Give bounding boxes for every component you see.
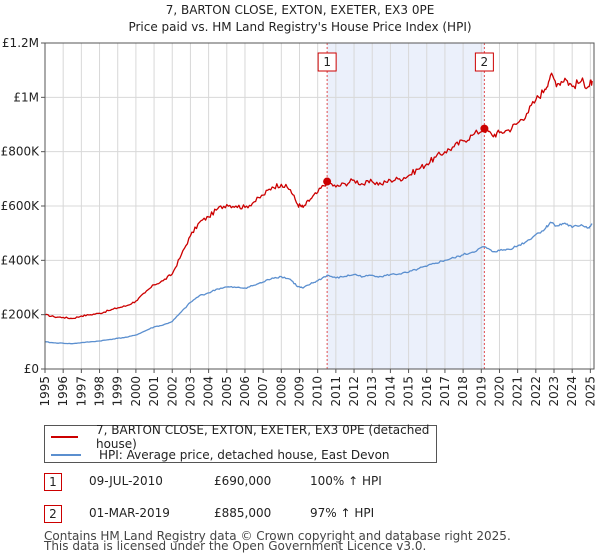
x-tick-label-2007: 2007 [256, 376, 270, 407]
footer-line-1: Contains HM Land Registry data © Crown c… [44, 529, 511, 543]
chart-subtitle: Price paid vs. HM Land Registry's House … [128, 20, 471, 34]
legend-swatch-property [51, 436, 78, 438]
x-tick-label-1997: 1997 [74, 376, 88, 407]
x-tick-label-1999: 1999 [111, 376, 125, 407]
x-tick-label-2018: 2018 [456, 376, 470, 407]
grid [41, 42, 594, 373]
y-tick-label-6: £1.2M [2, 36, 39, 50]
x-tick-label-2015: 2015 [402, 376, 416, 407]
x-tick-label-2000: 2000 [129, 376, 143, 407]
sale-hpi-2: 97% ↑ HPI [310, 506, 375, 520]
y-tick-label-3: £600K [1, 199, 41, 213]
x-tick-label-1995: 1995 [38, 376, 52, 407]
legend-item-hpi: HPI: Average price, detached house, East… [45, 446, 390, 464]
marker-box-frame-1 [317, 52, 337, 72]
x-tick-label-2023: 2023 [547, 376, 561, 407]
marker-box-frame-2 [474, 52, 494, 72]
footer-line-2: This data is licensed under the Open Gov… [44, 539, 427, 553]
footer: Contains HM Land Registry data © Crown c… [44, 529, 511, 553]
x-tick-label-2010: 2010 [311, 376, 325, 407]
x-tick-label-2022: 2022 [529, 376, 543, 407]
x-tick-label-2014: 2014 [383, 376, 397, 407]
x-tick-label-2024: 2024 [565, 376, 579, 407]
legend-swatch-hpi [51, 454, 81, 456]
chart-title: 7, BARTON CLOSE, EXTON, EXETER, EX3 0PE [166, 3, 435, 17]
x-tick-label-2021: 2021 [511, 376, 525, 407]
legend: 7, BARTON CLOSE, EXTON, EXETER, EX3 0PE … [44, 423, 437, 464]
y-tick-label-1: £200K [1, 308, 41, 322]
x-tick-label-1998: 1998 [93, 376, 107, 407]
sale-point-2 [480, 124, 489, 133]
legend-label-hpi: HPI: Average price, detached house, East… [99, 448, 390, 462]
y-tick-label-0: £0 [24, 362, 39, 376]
sale-date-2: 01-MAR-2019 [89, 506, 170, 520]
sale-points [323, 124, 489, 186]
x-tick-label-1996: 1996 [56, 376, 70, 407]
series-line-property [44, 72, 593, 320]
plot-frame [44, 42, 595, 370]
x-tick-label-2008: 2008 [274, 376, 288, 407]
x-tick-label-2002: 2002 [165, 376, 179, 407]
marker-box-label-2: 2 [481, 55, 489, 69]
chart: 7, BARTON CLOSE, EXTON, EXETER, EX3 0PE … [1, 3, 598, 407]
x-tick-label-2001: 2001 [147, 376, 161, 407]
marker-box-label-1: 1 [323, 55, 331, 69]
legend-item-property: 7, BARTON CLOSE, EXTON, EXETER, EX3 0PE … [45, 423, 436, 451]
sale-number-1: 1 [44, 473, 62, 491]
sale-hpi-1: 100% ↑ HPI [310, 474, 382, 488]
x-tick-label-2011: 2011 [329, 376, 343, 407]
x-tick-label-2019: 2019 [474, 376, 488, 407]
sale-date-1: 09-JUL-2010 [89, 474, 163, 488]
x-tick-label-2017: 2017 [438, 376, 452, 407]
y-tick-label-5: £1M [13, 90, 39, 104]
x-tick-label-2009: 2009 [293, 376, 307, 407]
x-tick-label-2005: 2005 [220, 376, 234, 407]
y-tick-label-4: £800K [1, 145, 41, 159]
sale-price-2: £885,000 [214, 506, 272, 520]
x-tick-labels: 1995 1996 1997 1998 1999 2000 2001 2002 2003 2004… [38, 376, 597, 407]
marker-box-1: 1 [317, 52, 337, 72]
y-tick-labels: £0 £200K £400K £600K £800K £1M £1.2M [1, 36, 41, 376]
sale-price-1: £690,000 [214, 474, 272, 488]
series-group [44, 72, 593, 345]
legend-label-property: 7, BARTON CLOSE, EXTON, EXETER, EX3 0PE … [95, 423, 430, 451]
x-tick-label-2012: 2012 [347, 376, 361, 407]
sale-point-1 [323, 177, 332, 186]
marker-box-2: 2 [474, 52, 494, 72]
x-tick-label-2020: 2020 [492, 376, 506, 407]
x-tick-label-2004: 2004 [202, 376, 216, 407]
x-tick-label-2003: 2003 [183, 376, 197, 407]
x-tick-label-2006: 2006 [238, 376, 252, 407]
x-tick-label-2016: 2016 [420, 376, 434, 407]
y-tick-label-2: £400K [1, 253, 41, 267]
x-tick-label-2025: 2025 [583, 376, 597, 407]
sale-number-2: 2 [44, 505, 62, 523]
series-line-hpi [45, 221, 593, 345]
x-tick-label-2013: 2013 [365, 376, 379, 407]
